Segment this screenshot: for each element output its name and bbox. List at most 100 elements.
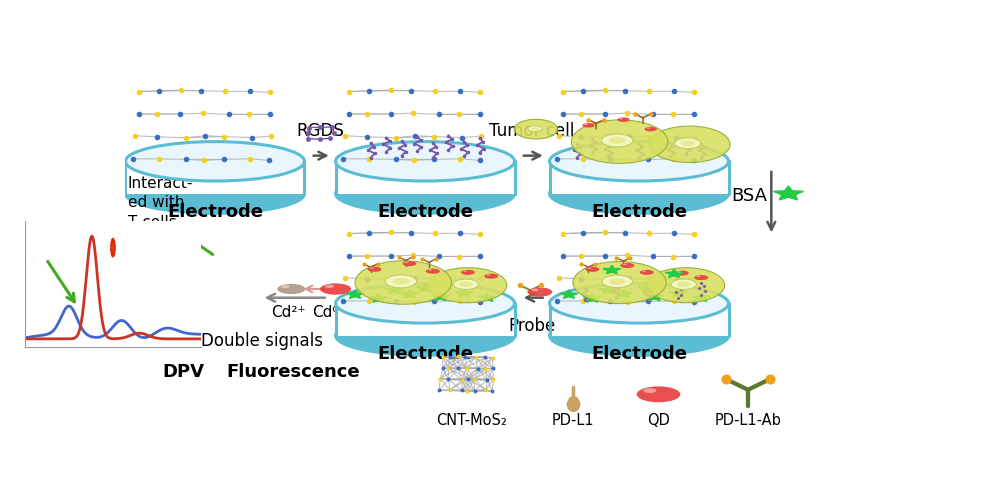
Ellipse shape (277, 284, 305, 294)
Polygon shape (454, 289, 472, 297)
Polygon shape (560, 290, 578, 298)
Text: Electrode: Electrode (166, 203, 263, 221)
Ellipse shape (601, 134, 632, 147)
Text: Electrode: Electrode (377, 345, 472, 363)
Ellipse shape (549, 142, 728, 181)
Ellipse shape (620, 263, 634, 268)
Ellipse shape (571, 120, 667, 163)
Polygon shape (614, 289, 632, 298)
Ellipse shape (458, 281, 472, 287)
Ellipse shape (549, 174, 728, 213)
Polygon shape (416, 284, 433, 292)
Ellipse shape (674, 138, 700, 149)
Ellipse shape (641, 271, 646, 272)
Ellipse shape (404, 262, 408, 263)
Text: QD: QD (646, 413, 669, 428)
Ellipse shape (622, 264, 626, 265)
Text: RGDS: RGDS (296, 123, 344, 141)
Polygon shape (549, 161, 728, 193)
Polygon shape (125, 161, 304, 193)
Polygon shape (645, 292, 663, 301)
Text: Probe: Probe (508, 317, 555, 335)
Polygon shape (583, 294, 601, 302)
Ellipse shape (335, 284, 515, 323)
Ellipse shape (125, 142, 304, 181)
Polygon shape (603, 266, 620, 274)
Text: Cd⁰: Cd⁰ (312, 305, 338, 320)
Polygon shape (431, 292, 449, 301)
Ellipse shape (531, 288, 538, 291)
Ellipse shape (385, 275, 416, 288)
Ellipse shape (514, 120, 558, 139)
Polygon shape (665, 269, 682, 277)
Polygon shape (335, 304, 515, 336)
Ellipse shape (367, 267, 381, 272)
Ellipse shape (483, 274, 497, 278)
Polygon shape (369, 294, 387, 302)
Ellipse shape (335, 174, 515, 213)
Ellipse shape (462, 271, 466, 272)
Ellipse shape (527, 287, 552, 297)
Ellipse shape (646, 268, 724, 303)
Ellipse shape (608, 137, 625, 144)
Text: Cd²⁺: Cd²⁺ (271, 305, 305, 320)
Ellipse shape (335, 142, 515, 181)
Ellipse shape (324, 285, 334, 288)
Polygon shape (478, 293, 495, 302)
Polygon shape (110, 239, 115, 257)
Polygon shape (400, 289, 418, 298)
Ellipse shape (427, 269, 431, 271)
Polygon shape (549, 304, 728, 336)
Text: Tumor cell: Tumor cell (488, 123, 574, 141)
Ellipse shape (696, 276, 700, 277)
Ellipse shape (392, 278, 409, 285)
Text: Double signals: Double signals (201, 332, 322, 350)
Ellipse shape (428, 268, 507, 303)
Ellipse shape (369, 267, 373, 269)
Ellipse shape (619, 118, 622, 119)
Ellipse shape (670, 279, 696, 289)
Ellipse shape (460, 270, 474, 275)
Ellipse shape (425, 269, 439, 274)
Ellipse shape (602, 275, 632, 288)
Ellipse shape (617, 118, 629, 122)
Ellipse shape (643, 388, 656, 393)
Text: Electrode: Electrode (591, 203, 686, 221)
Polygon shape (637, 284, 655, 292)
Ellipse shape (528, 125, 542, 131)
Polygon shape (335, 161, 515, 193)
Ellipse shape (452, 279, 478, 289)
Ellipse shape (676, 271, 680, 273)
Ellipse shape (549, 284, 728, 323)
Ellipse shape (674, 271, 688, 276)
Text: Interact-
ed with
T cells: Interact- ed with T cells (127, 176, 193, 230)
Ellipse shape (320, 283, 351, 295)
Text: Electrode: Electrode (591, 345, 686, 363)
Ellipse shape (402, 261, 416, 266)
Text: Electrode: Electrode (377, 203, 472, 221)
Polygon shape (346, 290, 363, 298)
Ellipse shape (549, 316, 728, 355)
Polygon shape (385, 285, 402, 294)
Ellipse shape (676, 281, 690, 287)
Ellipse shape (281, 285, 290, 288)
Ellipse shape (584, 123, 588, 125)
Polygon shape (773, 186, 802, 200)
Polygon shape (668, 289, 686, 297)
Text: DPV: DPV (162, 363, 205, 381)
Ellipse shape (585, 267, 599, 272)
Text: PD-L1: PD-L1 (551, 413, 594, 428)
Ellipse shape (531, 127, 539, 130)
Text: BSA: BSA (731, 187, 766, 205)
Ellipse shape (639, 270, 653, 275)
Text: CNT-MoS₂: CNT-MoS₂ (436, 413, 507, 428)
Ellipse shape (636, 386, 680, 402)
Ellipse shape (582, 123, 594, 127)
Text: Fluorescence: Fluorescence (226, 363, 359, 381)
Ellipse shape (355, 261, 451, 304)
Polygon shape (599, 285, 616, 294)
Ellipse shape (680, 141, 694, 146)
Ellipse shape (125, 174, 304, 213)
Ellipse shape (644, 127, 656, 131)
Ellipse shape (485, 274, 490, 276)
